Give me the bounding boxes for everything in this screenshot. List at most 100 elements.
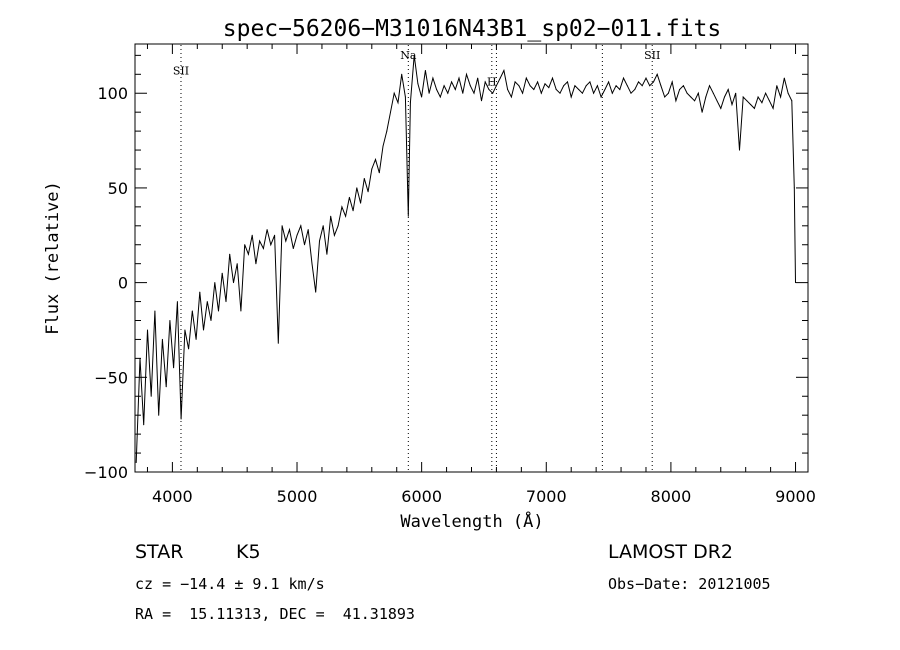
data-point <box>653 81 654 83</box>
data-point <box>731 104 733 106</box>
data-point <box>488 89 490 90</box>
survey-name: LAMOST DR2 <box>608 541 733 563</box>
x-tick-label-0: 4000 <box>152 487 193 506</box>
data-point <box>626 85 628 87</box>
data-point <box>360 202 362 204</box>
data-point <box>270 244 272 246</box>
x-tick-label-4: 8000 <box>651 487 692 506</box>
data-point <box>333 234 335 236</box>
data-point <box>641 85 643 87</box>
data-point <box>671 81 673 83</box>
data-point <box>367 191 369 193</box>
data-point <box>548 87 550 89</box>
x-tick-label-1: 5000 <box>277 487 318 506</box>
series-line-0 <box>135 55 796 463</box>
data-point <box>188 348 190 350</box>
data-point <box>158 414 160 416</box>
data-point <box>667 92 669 94</box>
data-point <box>292 248 294 249</box>
data-point <box>686 92 688 94</box>
data-point <box>772 107 774 109</box>
data-point <box>477 77 479 79</box>
data-point <box>682 85 684 87</box>
data-point <box>533 89 535 90</box>
data-point <box>522 92 524 94</box>
data-point <box>742 96 744 98</box>
data-point <box>199 291 201 293</box>
data-point <box>697 92 699 94</box>
data-point <box>184 329 186 331</box>
data-point <box>165 386 167 388</box>
data-point <box>611 92 613 94</box>
data-point <box>694 100 696 102</box>
data-point <box>206 301 208 303</box>
data-point <box>537 81 539 83</box>
spectral-line-markers: SII Na H SII <box>173 45 660 471</box>
data-point <box>559 92 561 94</box>
data-point <box>173 367 175 369</box>
y-tick-label-4: 100 <box>97 84 128 103</box>
data-point <box>424 70 426 71</box>
data-point <box>529 85 531 87</box>
data-point <box>757 96 759 98</box>
data-point <box>251 234 253 236</box>
data-point <box>233 282 234 284</box>
data-point <box>180 418 182 420</box>
data-point <box>240 310 242 312</box>
data-point <box>203 329 204 331</box>
data-point <box>443 85 445 87</box>
marker-label-1: Na <box>400 49 417 62</box>
data-point <box>371 168 373 170</box>
data-point <box>150 395 152 397</box>
data-point <box>296 234 298 236</box>
data-point <box>638 81 639 83</box>
y-tick-label-0: −100 <box>84 463 128 482</box>
data-point <box>277 342 279 344</box>
data-point <box>739 149 740 151</box>
data-point <box>421 96 423 98</box>
data-point <box>768 100 770 102</box>
y-tick-label-3: 50 <box>108 179 128 198</box>
data-point <box>304 244 305 246</box>
data-point <box>701 111 703 113</box>
marker-label-2: H <box>487 76 497 89</box>
data-point <box>753 107 755 109</box>
data-point <box>236 263 238 265</box>
data-point <box>585 85 587 87</box>
data-point <box>510 96 512 98</box>
data-point <box>229 253 231 255</box>
data-point <box>262 248 264 249</box>
data-point <box>417 83 419 85</box>
data-point <box>326 253 328 255</box>
data-point <box>311 263 313 265</box>
data-point <box>195 338 197 340</box>
data-point <box>266 229 268 231</box>
redshift-text: cz = −14.4 ± 9.1 km/s <box>135 575 325 593</box>
data-point <box>363 178 365 179</box>
data-point <box>337 225 339 227</box>
data-point <box>341 206 343 208</box>
data-point <box>221 272 223 274</box>
data-point <box>525 77 527 79</box>
data-point <box>507 89 509 90</box>
data-point <box>428 92 430 94</box>
data-point <box>593 92 595 94</box>
data-point <box>712 92 714 94</box>
data-point <box>630 92 632 94</box>
data-point <box>724 96 725 98</box>
data-point <box>656 73 658 75</box>
data-point <box>393 92 395 94</box>
data-point <box>436 89 438 90</box>
chart-title: spec−56206−M31016N43B1_sp02−011.fits <box>223 16 722 42</box>
data-point <box>409 102 411 104</box>
data-point <box>660 85 662 87</box>
data-point <box>503 70 505 71</box>
data-point <box>397 102 399 104</box>
data-point <box>709 85 710 87</box>
data-point <box>378 172 380 174</box>
data-point <box>458 77 460 79</box>
data-point <box>289 229 290 231</box>
data-point <box>518 85 520 87</box>
y-tick-label-2: 0 <box>118 274 128 293</box>
